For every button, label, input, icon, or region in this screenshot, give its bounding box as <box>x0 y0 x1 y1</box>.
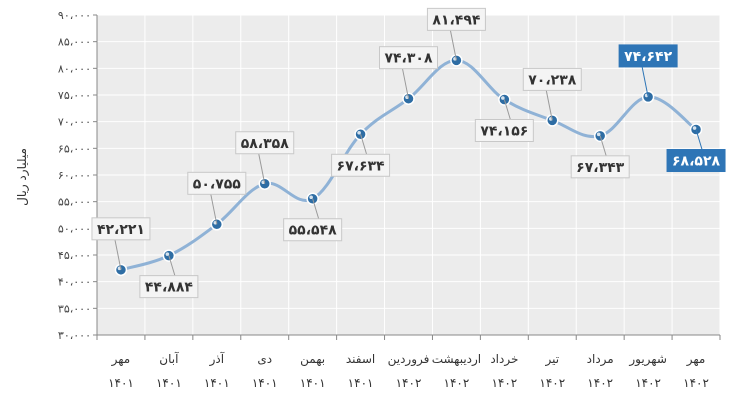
y-tick-label: ۶۵،۰۰۰ <box>58 142 91 155</box>
data-label-leader <box>545 90 553 121</box>
x-tick-label-month: شهریور <box>628 352 667 367</box>
x-tick-label-year: ۱۴۰۱ <box>204 376 230 390</box>
data-label-box <box>91 217 151 241</box>
x-tick-label-year: ۱۴۰۲ <box>635 376 661 390</box>
x-tick-label-month: خرداد <box>490 352 518 367</box>
data-label-box <box>139 275 199 299</box>
data-labels: ۴۲،۲۲۱ ۴۴،۸۸۴ ۵۰،۷۵۵ ۵۸،۳۵۸ ۵۵،۵۴۸ ۶۷،۶۳۴ ۷۴،۳… <box>91 7 726 299</box>
data-label-leader <box>210 194 218 225</box>
data-point-highlight <box>165 252 170 256</box>
data-point-highlight <box>309 195 313 200</box>
data-label: ۵۵،۵۴۸ <box>289 223 337 239</box>
y-tick-label: ۵۵،۰۰۰ <box>58 196 91 209</box>
data-label: ۴۴،۸۸۴ <box>145 280 193 296</box>
x-tick-label-year: ۱۴۰۱ <box>156 376 182 390</box>
x-tick-label-month: اسفند <box>346 352 375 366</box>
y-axis-title-text: میلیارد ریال <box>15 148 29 206</box>
data-label: ۶۷،۶۳۴ <box>337 158 385 174</box>
data-label-leader <box>599 135 607 156</box>
data-point-highlight <box>596 132 601 137</box>
y-tick-label: ۹۰،۰۰۰ <box>58 9 91 22</box>
x-tick-label-year: ۱۴۰۱ <box>348 376 374 390</box>
x-tick-label-year: ۱۴۰۲ <box>396 376 422 390</box>
data-label-box <box>570 155 630 179</box>
x-tick-label-month: مرداد <box>587 352 614 367</box>
data-label-box <box>379 46 438 70</box>
x-tick-label-month: آبان <box>159 351 179 366</box>
data-label-leader <box>312 198 320 219</box>
data-label-box <box>331 153 391 177</box>
x-tick-label-month: دی <box>257 352 272 366</box>
data-label-leader <box>114 239 122 270</box>
data-label-leader <box>641 66 649 98</box>
data-label-leader <box>503 99 511 120</box>
y-tick-label: ۶۰،۰۰۰ <box>58 169 91 182</box>
data-label-leader <box>695 129 703 150</box>
x-tick-label-year: ۱۴۰۲ <box>444 376 470 390</box>
data-point-highlight <box>501 96 505 100</box>
y-tick-label: ۷۰،۰۰۰ <box>58 116 91 129</box>
x-tick-label-year: ۱۴۰۲ <box>491 376 517 390</box>
data-label-box <box>474 119 534 143</box>
data-label: ۵۸،۳۵۸ <box>241 136 289 152</box>
data-label: ۶۷،۳۴۳ <box>576 160 624 176</box>
x-tick-label-month: آذر <box>209 351 225 367</box>
y-tick-label: ۷۵،۰۰۰ <box>58 89 91 102</box>
x-tick-label-year: ۱۴۰۲ <box>539 376 565 390</box>
x-axis: مهر ۱۴۰۱ آبان ۱۴۰۱ آذر ۱۴۰۱ دی ۱۴۰۱ بهمن ۱۴۰۱ اسفن… <box>96 334 721 390</box>
x-tick-label-month: بهمن <box>300 352 325 367</box>
y-tick-label: ۳۰،۰۰۰ <box>58 329 91 342</box>
x-tick-label-year: ۱۴۰۱ <box>300 376 326 390</box>
x-tick-label-month: تیر <box>544 352 559 367</box>
data-label-box <box>666 149 726 173</box>
y-tick-label: ۴۰،۰۰۰ <box>58 276 91 289</box>
x-tick-label-year: ۱۴۰۱ <box>252 376 278 390</box>
data-label: ۵۰،۷۵۵ <box>193 176 241 192</box>
data-label-box <box>426 7 486 31</box>
data-label: ۷۴،۶۴۲ <box>624 49 672 65</box>
data-point <box>162 249 176 262</box>
x-tick-label-month: مهر <box>111 352 131 367</box>
data-point-highlight <box>357 130 361 135</box>
y-tick-label: ۴۵،۰۰۰ <box>58 249 91 262</box>
y-axis-title: میلیارد ریال <box>2 140 42 220</box>
data-label: ۷۰،۲۳۸ <box>528 72 576 88</box>
data-label-box <box>283 218 343 242</box>
y-tick-label: ۵۰،۰۰۰ <box>58 222 91 235</box>
x-tick-label-month: فروردین <box>388 352 430 367</box>
y-tick-label: ۳۵،۰۰۰ <box>58 302 91 315</box>
data-label-box <box>235 131 295 155</box>
data-label-box <box>187 171 247 195</box>
x-tick-label-year: ۱۴۰۲ <box>683 376 709 390</box>
data-label: ۴۲،۲۲۱ <box>97 222 145 238</box>
data-label-leader <box>402 68 409 99</box>
data-label: ۷۴،۱۵۶ <box>480 124 528 140</box>
x-tick-label-year: ۱۴۰۱ <box>108 376 134 390</box>
data-label-box <box>522 67 582 91</box>
data-label-leader <box>168 255 176 276</box>
x-tick-label-month: مهر <box>686 352 706 367</box>
data-label: ۶۸،۵۲۸ <box>672 154 720 170</box>
y-tick-label: ۸۰،۰۰۰ <box>58 62 91 75</box>
data-label: ۷۴،۳۰۸ <box>384 51 432 67</box>
data-label: ۸۱،۴۹۴ <box>432 12 480 28</box>
x-tick-label-month: اردیبهشت <box>432 352 481 367</box>
x-tick-label-year: ۱۴۰۲ <box>587 376 613 390</box>
data-point-highlight <box>692 126 697 130</box>
data-label-box <box>618 44 678 68</box>
data-label-leader <box>258 153 266 184</box>
y-axis: ۳۰،۰۰۰ ۳۵،۰۰۰ ۴۰،۰۰۰ ۴۵،۰۰۰ ۵۰،۰۰۰ ۵۵،۰۰۰ ۶۰،۰… <box>58 9 98 342</box>
y-tick-label: ۸۵،۰۰۰ <box>58 36 91 49</box>
data-label-leader <box>360 134 368 155</box>
data-label-leader <box>449 30 457 61</box>
